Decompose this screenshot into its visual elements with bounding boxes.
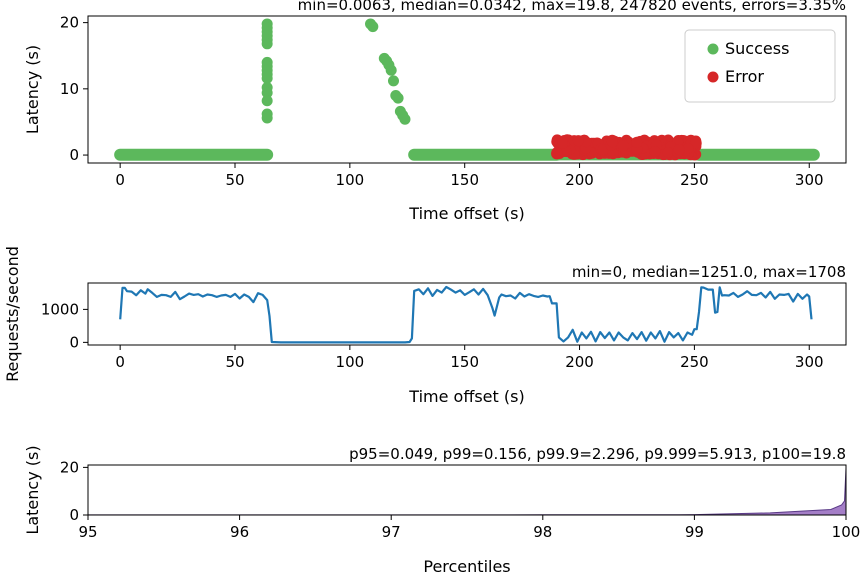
chart1-y-tick-label: 1000 [41,300,79,318]
chart0-success-point [261,95,273,107]
chart0-error-point [662,146,674,158]
chart2-y-axis-label: Latency (s) [23,445,42,534]
chart0-legend-label-success: Success [725,39,789,58]
chart0-x-tick-label: 50 [225,171,244,189]
chart1-y-tick-label: 0 [69,333,79,351]
chart1-x-tick-label: 200 [565,353,594,371]
chart1-title: min=0, median=1251.0, max=1708 [572,263,846,281]
chart0-y-tick-label: 20 [60,14,79,32]
chart0-error-point [572,135,584,147]
chart0-plot-frame [87,15,847,164]
chart2-x-tick-label: 95 [78,523,97,541]
chart2-x-axis-label: Percentiles [423,557,510,576]
chart0-error-point [682,143,694,154]
chart2-x-tick-label: 96 [230,523,249,541]
chart0-error-point [673,144,685,156]
chart2-percentile-area [87,467,847,516]
chart1-x-tick-label: 50 [225,353,244,371]
chart0-error-point [631,136,643,148]
chart0-x-tick-label: 100 [336,171,365,189]
chart0-success-point [367,21,379,33]
chart1-x-tick-label: 100 [336,353,365,371]
chart0-error-point [690,137,702,149]
chart0-x-tick-label: 250 [680,171,709,189]
chart0-error-point [607,148,619,160]
chart1-x-axis-label: Time offset (s) [408,387,524,406]
chart2-y-tick-label: 20 [60,458,79,476]
chart0-success-point [261,38,273,50]
chart0-legend [684,29,836,103]
chart2-x-tick-label: 100 [832,523,860,541]
chart0-error-point [617,140,629,151]
chart0-success-point [387,75,399,87]
chart1-series-line [119,285,813,344]
chart0-error-point [649,146,661,158]
chart0-success-point [261,72,273,84]
chart0-y-axis-label: Latency (s) [23,45,42,134]
chart0-legend-marker-success [707,43,719,55]
chart2-title: p95=0.049, p99=0.156, p99.9=2.296, p9.99… [349,445,846,463]
chart0-success-point [385,64,397,76]
chart0-success-point [261,112,273,124]
chart1-y-axis-label: Requests/second [3,246,22,382]
chart2-y-tick-label: 0 [69,506,79,524]
chart0-x-tick-label: 300 [795,171,824,189]
chart0-error-point [606,136,618,148]
chart0-legend-label-error: Error [725,67,764,86]
chart0-x-tick-label: 200 [565,171,594,189]
chart0-x-tick-label: 0 [115,171,125,189]
chart2-x-tick-label: 98 [533,523,552,541]
chart0-y-tick-label: 10 [60,80,79,98]
chart1-x-tick-label: 250 [680,353,709,371]
chart0-x-tick-label: 150 [450,171,479,189]
chart0-success-point [399,113,411,125]
chart0-error-point [557,137,568,149]
chart2-x-tick-label: 99 [685,523,704,541]
chart0-y-tick-label: 0 [69,146,79,164]
chart0-x-axis-label: Time offset (s) [408,204,524,223]
chart0-title: min=0.0063, median=0.0342, max=19.8, 247… [298,0,846,14]
chart1-plot-frame [87,282,847,346]
chart0-success-point [261,87,273,99]
chart0-legend-marker-error [707,71,719,83]
chart0-success-point [392,92,404,104]
chart1-x-tick-label: 300 [795,353,824,371]
chart1-x-tick-label: 0 [115,353,125,371]
chart0-error-point [551,147,563,159]
chart2-plot-frame [87,464,847,516]
chart1-x-tick-label: 150 [450,353,479,371]
chart2-x-tick-label: 97 [382,523,401,541]
